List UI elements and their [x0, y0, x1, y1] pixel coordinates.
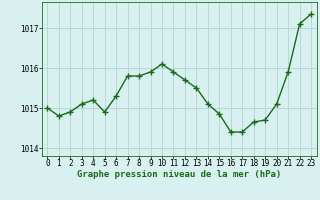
X-axis label: Graphe pression niveau de la mer (hPa): Graphe pression niveau de la mer (hPa) — [77, 170, 281, 179]
